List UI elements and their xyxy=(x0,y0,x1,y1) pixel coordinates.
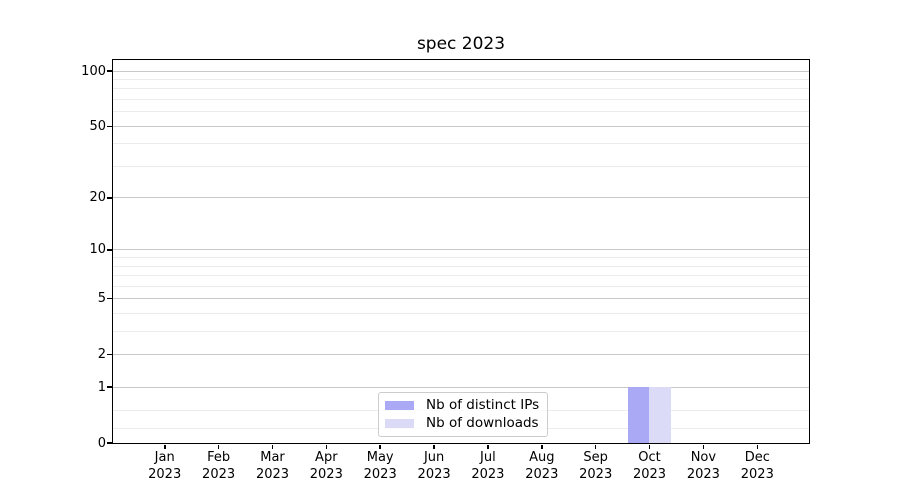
x-tick xyxy=(325,444,328,449)
x-tick xyxy=(379,444,381,449)
x-tick-label-line: 2023 xyxy=(632,466,667,482)
major-gridline xyxy=(112,298,809,300)
y-tick xyxy=(106,297,112,300)
legend-item: Nb of downloads xyxy=(385,416,539,431)
x-tick-label-line: 2023 xyxy=(363,466,397,482)
x-tick-label: Aug 2023 xyxy=(510,450,574,483)
major-gridline xyxy=(112,197,809,199)
x-tick-label-line: Apr xyxy=(315,450,338,465)
y-tick-label: 0 xyxy=(97,435,106,451)
minor-gridline xyxy=(112,79,809,81)
minor-gridline xyxy=(112,111,809,113)
x-tick xyxy=(164,444,166,449)
x-tick xyxy=(217,444,220,449)
x-tick-label: Mar 2023 xyxy=(241,450,305,483)
y-tick-label: 100 xyxy=(81,63,106,79)
x-tick xyxy=(271,444,274,449)
y-tick xyxy=(106,70,112,72)
x-tick-label: Dec 2023 xyxy=(725,450,789,483)
x-tick-label-line: Jun xyxy=(423,450,445,465)
x-tick-label-line: Aug xyxy=(529,450,555,465)
plot-area xyxy=(111,58,810,444)
legend-item-label: Nb of distinct IPs xyxy=(426,397,540,413)
minor-gridline xyxy=(112,330,809,332)
x-tick-label-line: Jan xyxy=(154,450,175,465)
legend-item-label: Nb of downloads xyxy=(426,415,539,431)
x-tick-label-line: 2023 xyxy=(740,466,774,482)
legend-swatch xyxy=(385,401,414,410)
minor-gridline xyxy=(112,275,809,276)
x-tick-label-line: 2023 xyxy=(417,466,451,482)
x-tick-label-line: Mar xyxy=(260,450,285,465)
x-tick-label-line: Feb xyxy=(207,450,231,465)
x-tick xyxy=(487,444,489,449)
y-tick-label: 20 xyxy=(89,190,106,206)
minor-gridline xyxy=(112,143,809,145)
x-tick-label-line: 2023 xyxy=(255,466,290,482)
x-tick-label-line: Jul xyxy=(480,450,496,465)
bar-distinct-ips xyxy=(627,386,649,443)
x-tick-label: Jan 2023 xyxy=(133,450,197,483)
x-tick xyxy=(541,444,543,449)
major-gridline xyxy=(112,386,809,388)
x-tick xyxy=(594,444,597,449)
major-gridline xyxy=(112,125,809,127)
minor-gridline xyxy=(112,265,809,267)
x-tick-label: Nov 2023 xyxy=(671,450,735,483)
x-tick xyxy=(648,444,651,449)
x-tick-label-line: Nov xyxy=(690,450,717,465)
minor-gridline xyxy=(112,257,809,258)
x-tick-label: Sep 2023 xyxy=(564,450,628,483)
y-tick xyxy=(106,353,112,356)
minor-gridline xyxy=(112,165,809,167)
y-tick-label: 5 xyxy=(97,291,106,307)
x-tick-label: Jul 2023 xyxy=(456,450,520,483)
y-tick-label: 50 xyxy=(89,118,106,134)
x-tick-label-line: Oct xyxy=(638,450,661,465)
major-gridline xyxy=(112,249,809,251)
major-gridline xyxy=(112,354,809,355)
x-tick-label-line: Sep xyxy=(583,450,608,465)
chart-title: spec 2023 xyxy=(416,34,506,54)
x-tick-label-line: 2023 xyxy=(579,466,613,482)
major-gridline xyxy=(112,70,809,72)
minor-gridline xyxy=(112,88,809,90)
legend-item: Nb of distinct IPs xyxy=(385,398,539,413)
x-tick-label: Jun 2023 xyxy=(402,450,466,483)
x-tick-label-line: 2023 xyxy=(309,466,343,482)
y-tick xyxy=(106,249,112,251)
x-tick-label: Feb 2023 xyxy=(187,450,251,483)
y-tick xyxy=(106,386,112,388)
x-tick-label-line: 2023 xyxy=(471,466,505,482)
x-tick-label-line: 2023 xyxy=(525,466,559,482)
x-tick-label-line: 2023 xyxy=(686,466,720,482)
x-tick-label-line: 2023 xyxy=(202,466,236,482)
x-tick-label: Apr 2023 xyxy=(294,450,358,483)
x-tick xyxy=(756,444,758,449)
x-tick-label-line: 2023 xyxy=(148,466,182,482)
legend: Nb of distinct IPs Nb of downloads xyxy=(378,392,549,437)
x-tick-label-line: May xyxy=(366,450,394,465)
x-tick xyxy=(433,444,435,449)
y-tick xyxy=(106,125,112,127)
y-tick-label: 1 xyxy=(97,379,106,395)
bar-downloads xyxy=(649,386,671,443)
legend-swatch xyxy=(385,419,414,428)
x-tick-label: Oct 2023 xyxy=(618,450,682,483)
x-tick-label-line: Dec xyxy=(744,450,770,465)
x-tick-label: May 2023 xyxy=(348,450,412,483)
y-tick-label: 10 xyxy=(89,242,106,258)
y-tick xyxy=(106,197,112,199)
minor-gridline xyxy=(112,312,809,314)
y-tick-label: 2 xyxy=(97,347,106,362)
x-tick xyxy=(702,444,705,449)
minor-gridline xyxy=(112,99,809,101)
minor-gridline xyxy=(112,285,809,287)
y-tick xyxy=(106,442,112,444)
